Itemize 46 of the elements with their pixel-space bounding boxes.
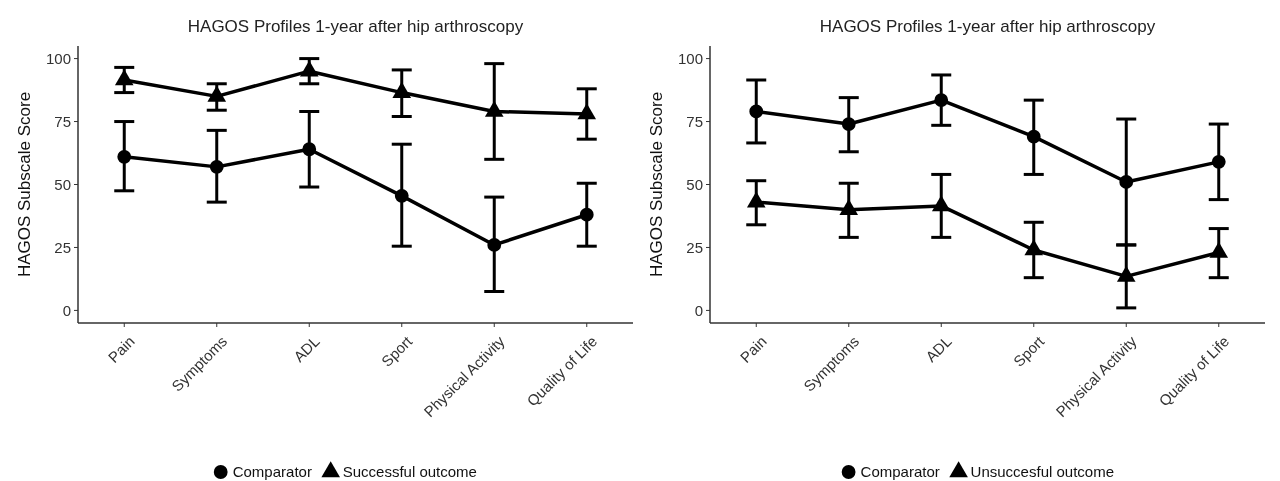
y-tick-label: 25 — [54, 238, 71, 256]
y-axis-title: HAGOS Subscale Score — [647, 91, 666, 278]
point — [934, 93, 949, 108]
chart-title: HAGOS Profiles 1-year after hip arthroscopy — [819, 17, 1156, 36]
point — [114, 69, 134, 86]
point — [302, 142, 317, 157]
point — [484, 100, 504, 117]
y-tick-label: 100 — [677, 49, 703, 67]
point — [299, 60, 319, 77]
y-tick-label: 0 — [694, 301, 703, 319]
point — [117, 149, 132, 164]
point — [392, 81, 412, 98]
point — [1119, 175, 1134, 189]
point — [749, 104, 764, 119]
x-tick-label: Pain — [736, 332, 770, 366]
legend-label: Successful outcome — [342, 463, 477, 480]
point — [394, 188, 409, 203]
point — [841, 117, 856, 131]
y-tick-label: 50 — [54, 175, 71, 193]
point — [1026, 129, 1041, 144]
point — [209, 159, 224, 174]
point — [1211, 154, 1226, 169]
point — [579, 207, 594, 222]
point — [746, 191, 766, 208]
y-tick-label: 100 — [45, 49, 71, 67]
y-tick-label: 75 — [54, 112, 71, 130]
x-tick-label: ADL — [290, 332, 323, 366]
point — [577, 103, 597, 120]
point — [931, 195, 951, 212]
point — [207, 85, 227, 102]
legend-label: Unsuccesful outcome — [970, 463, 1115, 480]
legend-label: Comparator — [232, 463, 312, 480]
y-tick-label: 0 — [62, 301, 71, 319]
x-tick-label: Pain — [104, 332, 138, 366]
point — [1116, 265, 1136, 282]
y-tick-label: 75 — [686, 112, 703, 130]
point — [839, 198, 859, 216]
y-tick-label: 50 — [686, 175, 703, 193]
point — [1209, 241, 1229, 258]
point — [1024, 239, 1044, 256]
y-tick-label: 25 — [686, 238, 703, 256]
legend-label: Comparator — [860, 463, 940, 480]
y-axis-title: HAGOS Subscale Score — [15, 91, 34, 278]
point — [487, 238, 502, 252]
x-tick-label: ADL — [922, 332, 955, 366]
chart-title: HAGOS Profiles 1-year after hip arthroscopy — [187, 17, 524, 36]
